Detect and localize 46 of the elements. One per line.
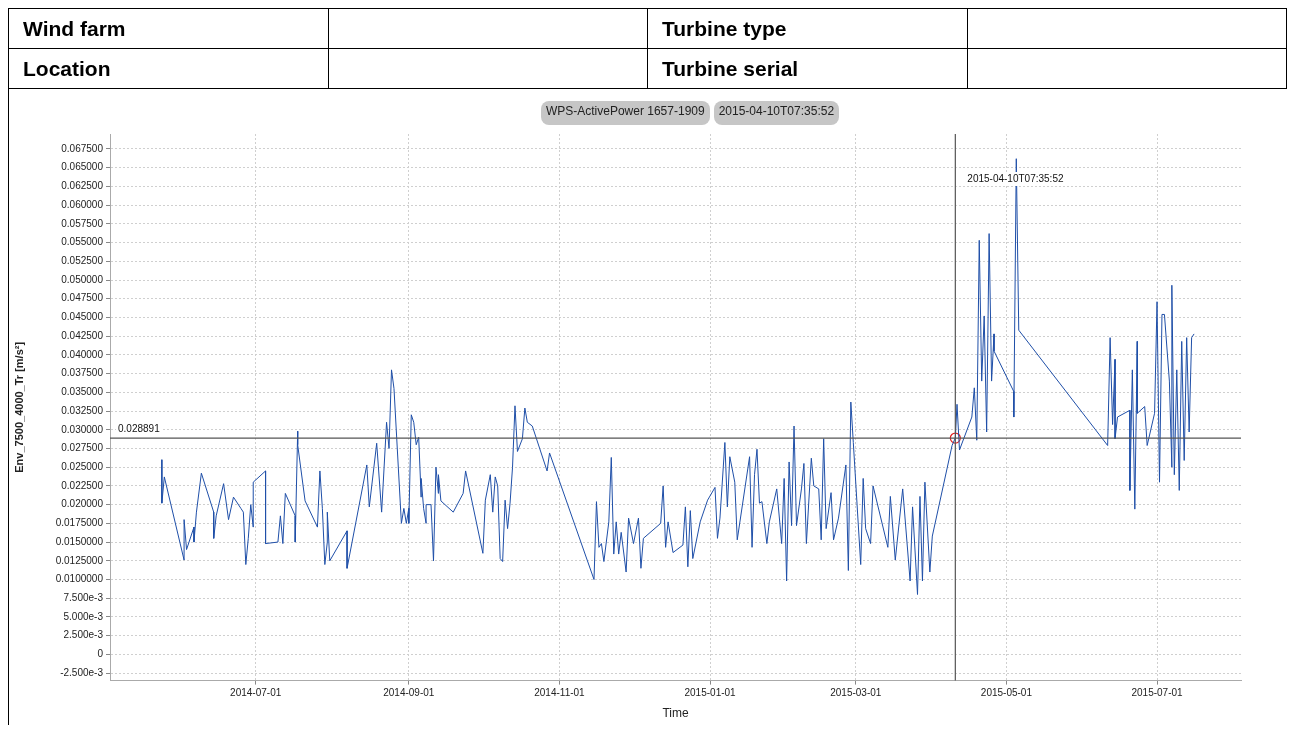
y-tick-label: 0.067500 <box>61 142 104 154</box>
text: Wind farm <box>8 8 328 49</box>
x-tick-label: 2015-01-01 <box>684 687 737 699</box>
text: Turbine serial <box>647 48 967 89</box>
y-tick-label: 0.0125000 <box>55 554 104 566</box>
y-tick-label: 0.045000 <box>61 311 104 323</box>
text: Location <box>8 48 328 89</box>
x-tick-label: 2015-07-01 <box>1131 687 1184 699</box>
y-tick-label: 0.0100000 <box>55 573 104 585</box>
y-tick-label: 0 <box>97 648 104 660</box>
x-tick-label: 2014-07-01 <box>230 687 282 699</box>
y-tick-label: 0.050000 <box>61 273 104 285</box>
y-tick-label: 0.0150000 <box>55 535 104 547</box>
y-tick-label: 0.020000 <box>61 498 104 510</box>
y-tick-label: 0.027500 <box>61 442 104 454</box>
y-tick-label: 0.030000 <box>61 423 104 435</box>
x-tick-label: 2014-11-01 <box>534 687 586 699</box>
ref-line-label: 0.028891 <box>118 422 161 434</box>
y-tick-label: 0.025000 <box>61 460 104 472</box>
y-axis-title: Env_7500_4000_Tr [m/s²] <box>12 341 25 473</box>
y-tick-label: -2.500e-3 <box>60 666 104 678</box>
y-tick-label: 0.040000 <box>61 348 104 360</box>
x-tick-label: 2015-05-01 <box>980 687 1033 699</box>
y-tick-label: 2.500e-3 <box>63 629 104 641</box>
ref-line-label: 2015-04-10T07:35:52 <box>967 172 1064 184</box>
y-tick-label: 5.000e-3 <box>63 610 104 622</box>
y-tick-label: 0.035000 <box>61 386 104 398</box>
y-tick-label: 0.037500 <box>61 367 104 379</box>
y-tick-label: 0.0175000 <box>55 517 104 529</box>
y-tick-label: 7.500e-3 <box>63 591 104 603</box>
y-tick-label: 0.052500 <box>61 255 104 267</box>
y-tick-label: 0.055000 <box>61 236 104 248</box>
chart-subtitle: 2015-04-10T07:35:52 <box>713 101 840 125</box>
x-tick-label: 2015-03-01 <box>830 687 882 699</box>
x-tick-label: 2014-09-01 <box>383 687 435 699</box>
y-tick-label: 0.065000 <box>61 161 104 173</box>
x-axis-title: Time <box>662 706 689 721</box>
y-tick-label: 0.022500 <box>61 479 104 491</box>
y-tick-label: 0.060000 <box>61 198 104 210</box>
chart-title: WPS-ActivePower 1657-1909 <box>540 101 710 125</box>
y-tick-label: 0.057500 <box>61 217 104 229</box>
y-tick-label: 0.032500 <box>61 404 104 416</box>
text: Turbine type <box>647 8 967 49</box>
y-tick-label: 0.047500 <box>61 292 104 304</box>
y-tick-label: 0.062500 <box>61 180 104 192</box>
y-tick-label: 0.042500 <box>61 329 104 341</box>
